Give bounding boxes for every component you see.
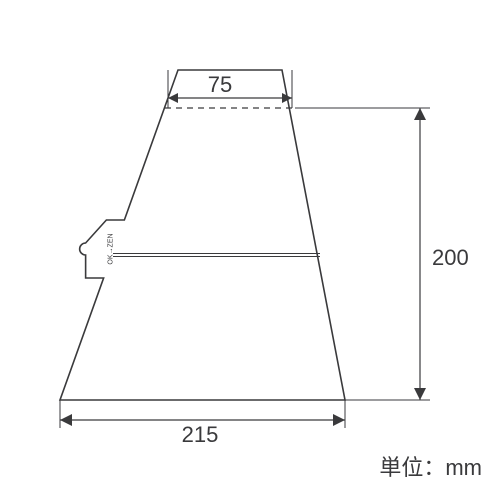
- unit-label: 単位：mm: [379, 450, 482, 482]
- dim-height-value: 200: [432, 245, 469, 270]
- technical-drawing: OK→ZEN 75 215 200: [0, 0, 500, 500]
- dim-bottom-value: 215: [182, 422, 219, 447]
- cone-outline: [60, 70, 345, 400]
- dim-top-value: 75: [208, 72, 232, 97]
- tab-text: OK→ZEN: [107, 233, 114, 264]
